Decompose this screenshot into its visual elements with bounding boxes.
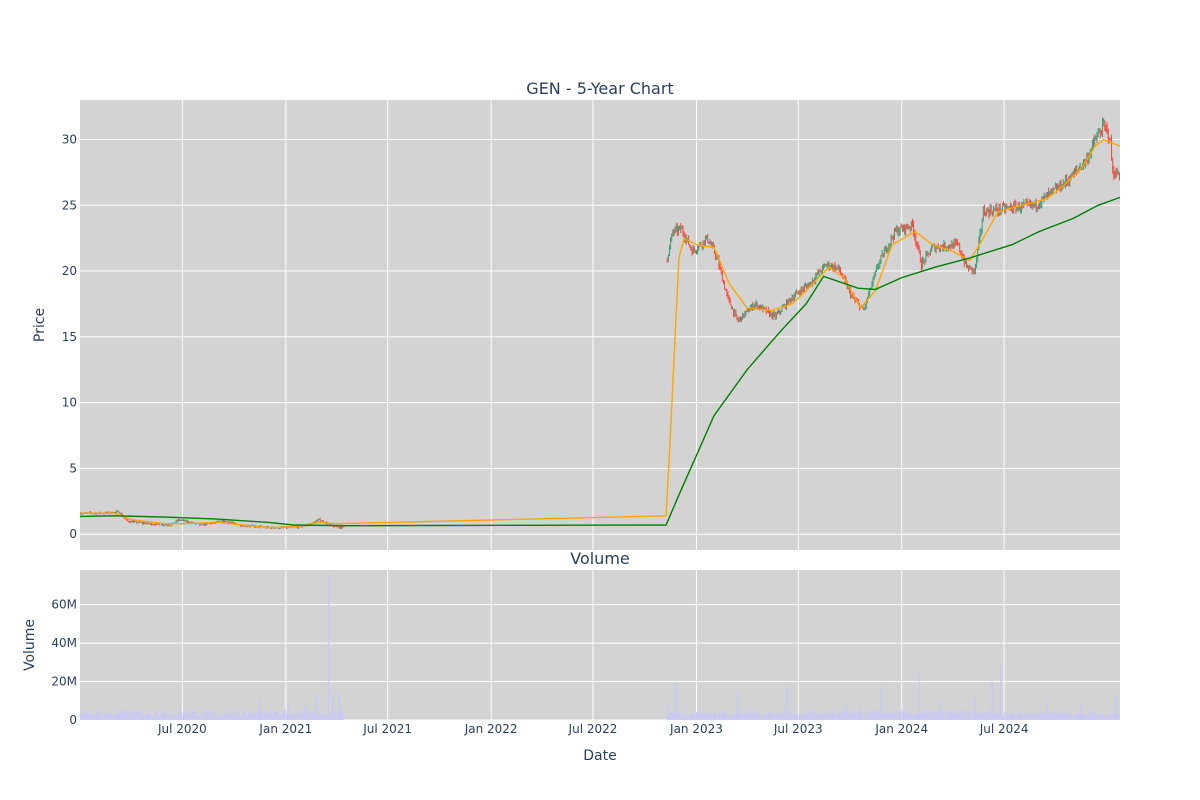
price-panel: 0 5 10 15 20 25 30 bbox=[62, 100, 1121, 550]
x-tick-label: Jul 2021 bbox=[362, 722, 412, 736]
price-y-tick-label: 15 bbox=[62, 330, 77, 344]
x-tick-label: Jul 2020 bbox=[157, 722, 207, 736]
x-tick-label: Jan 2022 bbox=[464, 722, 518, 736]
price-y-axis-label: Price bbox=[32, 308, 48, 342]
moving-average-long-line bbox=[79, 196, 1121, 527]
volume-y-tick-label: 60M bbox=[51, 598, 77, 612]
price-y-tick-label: 30 bbox=[62, 132, 77, 146]
x-tick-label: Jan 2021 bbox=[258, 722, 312, 736]
volume-bars bbox=[80, 573, 1120, 720]
price-y-tick-label: 25 bbox=[62, 198, 77, 212]
moving-average-short-line bbox=[80, 138, 1121, 529]
x-axis-label: Date bbox=[583, 748, 616, 764]
x-tick-label: Jan 2023 bbox=[669, 722, 723, 736]
price-y-tick-label: 20 bbox=[62, 264, 77, 278]
volume-panel: Jul 2020 Jan 2021 Jul 2021 Jan 2022 Jul 2022… bbox=[51, 570, 1120, 736]
x-tick-label: Jul 2024 bbox=[979, 722, 1029, 736]
price-y-tick-label: 0 bbox=[69, 527, 77, 541]
x-tick-label: Jan 2024 bbox=[874, 722, 928, 736]
volume-y-tick-label: 20M bbox=[51, 675, 77, 689]
volume-chart-title: Volume bbox=[570, 549, 630, 568]
volume-y-tick-label: 40M bbox=[51, 636, 77, 650]
price-plot-background bbox=[80, 100, 1120, 550]
volume-y-axis-label: Volume bbox=[22, 619, 38, 671]
x-tick-label: Jul 2022 bbox=[568, 722, 618, 736]
price-y-tick-label: 10 bbox=[62, 396, 77, 410]
volume-plot-background bbox=[80, 570, 1120, 720]
x-tick-label: Jul 2023 bbox=[773, 722, 823, 736]
price-y-tick-label: 5 bbox=[69, 461, 77, 475]
volume-y-tick-label: 0 bbox=[69, 713, 77, 727]
price-chart-title: GEN - 5-Year Chart bbox=[526, 79, 673, 98]
